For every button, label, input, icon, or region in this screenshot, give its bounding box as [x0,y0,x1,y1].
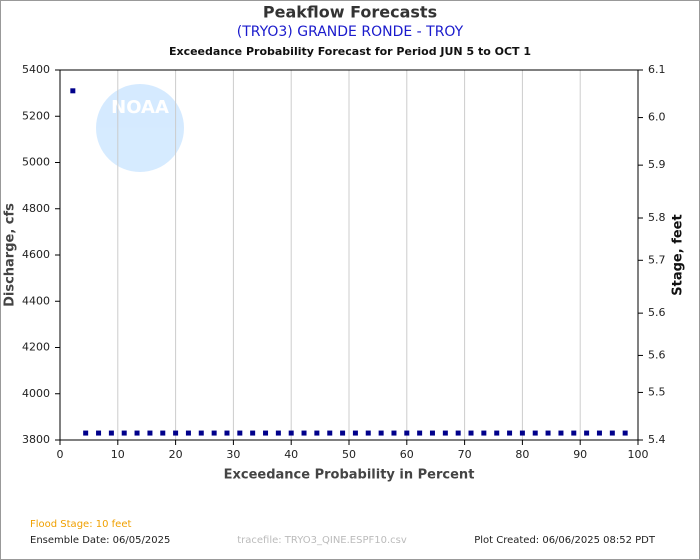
point [340,430,346,436]
point [147,430,153,436]
point [468,430,474,436]
point [455,430,461,436]
chart-description: Exceedance Probability Forecast for Peri… [169,45,531,58]
point [301,430,307,436]
y-tick-label: 4600 [22,248,50,261]
y2-tick-label: 5.5 [648,385,666,398]
point [494,430,500,436]
x-tick-label: 30 [226,448,240,461]
point [185,430,191,436]
point [442,430,448,436]
y2-tick-label: 5.6 [648,348,666,361]
x-tick-label: 70 [458,448,472,461]
point [70,88,76,94]
point [83,430,89,436]
point [519,430,525,436]
logo-text: NOAA [111,97,169,118]
point [429,430,435,436]
y2-tick-label: 5.7 [648,253,666,266]
y-tick-label: 4800 [22,202,50,215]
y-tick-label: 4000 [22,387,50,400]
y2-tick-label: 5.6 [648,306,666,319]
y2-tick-label: 5.8 [648,211,666,224]
y-tick-label: 5000 [22,156,50,169]
chart-subtitle: (TRYO3) GRANDE RONDE - TROY [237,24,464,40]
point [622,430,628,436]
x-tick-label: 40 [284,448,298,461]
point [404,430,410,436]
point [224,430,230,436]
point [211,430,217,436]
y2-axis-label: Stage, feet [671,214,686,295]
point [134,430,140,436]
y2-tick-label: 6.0 [648,111,666,124]
point [609,430,615,436]
point [173,430,179,436]
point [365,430,371,436]
point [198,430,204,436]
x-tick-label: 60 [400,448,414,461]
x-tick-label: 80 [515,448,529,461]
point [108,430,114,436]
point [352,430,358,436]
y-tick-label: 5400 [22,63,50,76]
point [481,430,487,436]
plot-area [59,69,639,441]
point [275,430,281,436]
point [584,430,590,436]
point [288,430,294,436]
tracefile: tracefile: TRYO3_QINE.ESPF10.csv [237,535,407,546]
point [417,430,423,436]
point [250,430,256,436]
x-tick-label: 10 [111,448,125,461]
point [391,430,397,436]
point [596,430,602,436]
plot-created: Plot Created: 06/06/2025 08:52 PDT [474,535,656,546]
ensemble-date: Ensemble Date: 06/05/2025 [30,535,170,546]
y-axis-label: Discharge, cfs [3,203,18,307]
x-tick-label: 90 [573,448,587,461]
y-tick-label: 3800 [22,433,50,446]
point [545,430,551,436]
point [532,430,538,436]
point [237,430,243,436]
x-tick-label: 0 [57,448,64,461]
point [263,430,269,436]
chart-title: Peakflow Forecasts [263,3,437,22]
point [571,430,577,436]
point [327,430,333,436]
y-tick-label: 4400 [22,294,50,307]
y-tick-label: 5200 [22,109,50,122]
point [558,430,564,436]
x-tick-label: 50 [342,448,356,461]
y-tick-label: 4200 [22,341,50,354]
point [96,430,102,436]
x-axis-label: Exceedance Probability in Percent [224,468,475,483]
point [121,430,127,436]
point [378,430,384,436]
logo: NOAA [96,84,184,172]
y2-tick-label: 6.1 [648,63,666,76]
point [314,430,320,436]
y2-tick-label: 5.4 [648,433,666,446]
x-tick-label: 20 [169,448,183,461]
flood-stage: Flood Stage: 10 feet [30,519,131,530]
point [160,430,166,436]
x-tick-label: 100 [628,448,649,461]
point [507,430,513,436]
y2-tick-label: 5.9 [648,158,666,171]
